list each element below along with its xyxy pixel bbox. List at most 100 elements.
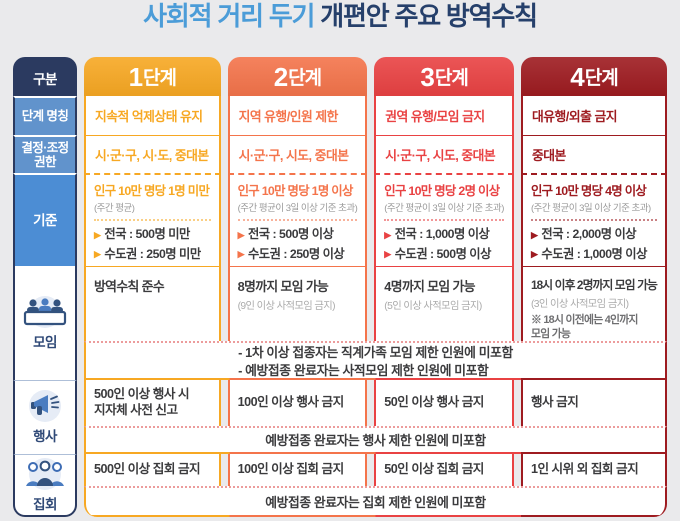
stage-4-assembly-cell: 1인 시위 외 집회 금지 [520,454,667,486]
crowd-icon [21,457,69,490]
stage-2-assembly-cell: 100인 이상 집회 금지 [227,454,368,486]
bullet-arrow-icon: ▶ [530,249,538,260]
criteria-sub: (주간 평균) [94,203,135,214]
sidebar-row-event: 행사 [13,380,77,454]
assembly-shared-note: 예방접종 완료자는 집회 제한 인원에 미포함 [84,486,667,517]
stage-3-number: 3 [420,61,435,92]
sidebar-corner-cell: 구분 [13,57,77,96]
stage-1-suffix: 단계 [143,68,177,89]
criteria-divider [530,219,657,221]
criteria-bullet-text: 전국 : 2,000명 이상 [541,227,637,241]
gathering-shared-note: - 1차 이상 접종자는 직계가족 모임 제한 인원에 미포함 - 예방접종 완… [84,341,667,380]
criteria-bullet-text: 수도권 : 500명 이상 [394,246,492,261]
criteria-bullet: ▶ 전국 : 2,000명 이상 [531,225,657,245]
stage-4-name-cell: 대유행/외출 금지 [520,96,667,135]
sidebar-row-label-authority: 결정·조정 권한 [13,135,77,173]
criteria-bullet-text: 전국 : 500명 이상 [247,227,334,241]
stage-3-suffix: 단계 [434,68,469,89]
criteria-title: 인구 10만 명당 1명 이상 [237,184,354,198]
gathering-main: 18시 이후 2명까지 모임 가능 [530,278,658,292]
stage-4-criteria-cell: 인구 10만 명당 4명 이상 (주간 평균이 3일 이상 기준 초과) ▶ 전국… [520,173,667,266]
criteria-sub: (주간 평균이 3일 이상 기준 초과) [530,203,651,214]
criteria-bullet: ▶ 수도권 : 250명 이상 [238,245,358,265]
criteria-title: 인구 10만 명당 4명 이상 [530,184,647,198]
event-shared-note: 예방접종 완료자는 행사 제한 인원에 미포함 [84,426,667,454]
stage-4-event-cell: 행사 금지 [520,380,667,426]
stage-2-suffix: 단계 [288,68,322,89]
stage-1-number: 1 [128,61,144,92]
stage-3-criteria-cell: 인구 10만 명당 2명 이상 (주간 평균이 3일 이상 기준 초과) ▶ 전국… [374,173,514,266]
stage-2-header: 2 단계 [227,57,368,96]
criteria-bullet: ▶ 전국 : 500명 이상 [238,225,358,245]
gathering-main: 방역수칙 준수 [94,279,165,294]
stage-2-gathering-cell: 8명까지 모임 가능 (9인 이상 사적모임 금지) [227,266,368,341]
gathering-extra-note: ※ 18시 이전에는 4인까지 모임 가능 [530,314,638,341]
bullet-arrow-icon: ▶ [94,229,101,240]
gathering-sub: (3인 이상 사적모임 금지) [530,299,629,310]
stage-2-authority-cell: 시·군·구, 시도, 중대본 [227,135,368,173]
stage-4-suffix: 단계 [584,68,619,89]
title-highlight: 사회적 거리 두기 [143,1,315,31]
distancing-rules-table: 구분 단계 명칭 결정·조정 권한 기준 모임 행사 [13,57,667,517]
stage-3-assembly-cell: 50인 이상 집회 금지 [374,454,514,486]
criteria-divider [94,219,211,221]
gathering-main: 8명까지 모임 가능 [237,279,329,294]
stage-2-event-cell: 100인 이상 행사 금지 [227,380,368,426]
criteria-bullet: ▶ 수도권 : 1,000명 이상 [531,245,657,265]
bullet-arrow-icon: ▶ [237,229,245,240]
stage-4-authority-cell: 중대본 [520,135,667,173]
bullet-arrow-icon: ▶ [384,229,391,240]
stage-4-header: 4 단계 [520,57,667,96]
gathering-sub: (5인 이상 사적모임 금지) [384,301,482,312]
criteria-bullet-text: 수도권 : 250명 이상 [247,246,345,261]
criteria-title: 인구 10만 명당 2명 이상 [384,184,500,198]
stage-3-event-cell: 50인 이상 행사 금지 [374,380,514,426]
stage-2-criteria-cell: 인구 10만 명당 1명 이상 (주간 평균이 3일 이상 기준 초과) ▶ 전국… [227,173,368,266]
stage-3-name-cell: 권역 유행/모임 금지 [374,96,514,135]
stage-3-header: 3 단계 [374,57,514,96]
criteria-sub: (주간 평균이 3일 이상 기준 초과) [237,203,358,214]
stage-4-number: 4 [570,61,585,92]
criteria-bullet: ▶ 수도권 : 500명 이상 [384,245,504,265]
criteria-title: 인구 10만 명당 1명 미만 [94,184,210,198]
sidebar-row-assembly: 집회 [13,454,77,517]
gathering-sub: (9인 이상 사적모임 금지) [237,301,336,312]
sidebar-row-gathering: 모임 [13,266,77,380]
stage-1-gathering-cell: 방역수칙 준수 [84,266,221,341]
stage-1-authority-cell: 시·군·구, 시·도, 중대본 [84,135,221,173]
sidebar-row-label-stage-name: 단계 명칭 [13,96,77,135]
sidebar-row-label-assembly: 집회 [33,496,57,512]
bullet-arrow-icon: ▶ [530,229,538,240]
gathering-shared-note-text: - 1차 이상 접종자는 직계가족 모임 제한 인원에 미포함 - 예방접종 완… [238,345,513,378]
stage-1-name-cell: 지속적 억제상태 유지 [84,96,221,135]
criteria-bullet-text: 전국 : 1,000명 이상 [394,227,490,241]
sidebar-row-label-event: 행사 [33,429,57,444]
criteria-bullet: ▶ 전국 : 1,000명 이상 [384,225,504,245]
bullet-arrow-icon: ▶ [237,249,245,260]
stage-2-number: 2 [273,61,289,92]
gathering-main: 4명까지 모임 가능 [384,279,475,294]
criteria-bullet-text: 수도권 : 1,000명 이상 [541,246,647,261]
criteria-bullet-text: 전국 : 500명 미만 [104,227,190,241]
title-rest: 개편안 주요 방역수칙 [314,1,538,31]
megaphone-icon [21,390,69,422]
criteria-bullet: ▶ 수도권 : 250명 미만 [94,245,211,265]
bullet-arrow-icon: ▶ [94,249,101,260]
criteria-sub: (주간 평균이 3일 이상 기준 초과) [384,203,504,214]
stage-4-gathering-cell: 18시 이후 2명까지 모임 가능 (3인 이상 사적모임 금지) ※ 18시 … [520,266,667,341]
criteria-bullet: ▶ 전국 : 500명 미만 [94,225,211,245]
stage-1-header: 1 단계 [84,57,221,96]
stage-2-name-cell: 지역 유행/인원 제한 [227,96,368,135]
sidebar-row-label-gathering: 모임 [33,334,57,350]
criteria-divider [237,219,358,221]
stage-3-gathering-cell: 4명까지 모임 가능 (5인 이상 사적모임 금지) [374,266,514,341]
event-shared-note-text: 예방접종 완료자는 행사 제한 인원에 미포함 [265,433,486,449]
stage-1-criteria-cell: 인구 10만 명당 1명 미만 (주간 평균) ▶ 전국 : 500명 미만 ▶ 수… [84,173,221,266]
criteria-divider [384,219,504,221]
sidebar-row-label-criteria: 기준 [13,173,77,266]
stage-1-assembly-cell: 500인 이상 집회 금지 [84,454,221,486]
stage-1-event-cell: 500인 이상 행사 시 지자체 사전 신고 [84,380,221,426]
stage-3-authority-cell: 시·군·구, 시도, 중대본 [374,135,514,173]
assembly-shared-note-text: 예방접종 완료자는 집회 제한 인원에 미포함 [265,494,486,510]
meeting-table-icon [21,295,69,328]
